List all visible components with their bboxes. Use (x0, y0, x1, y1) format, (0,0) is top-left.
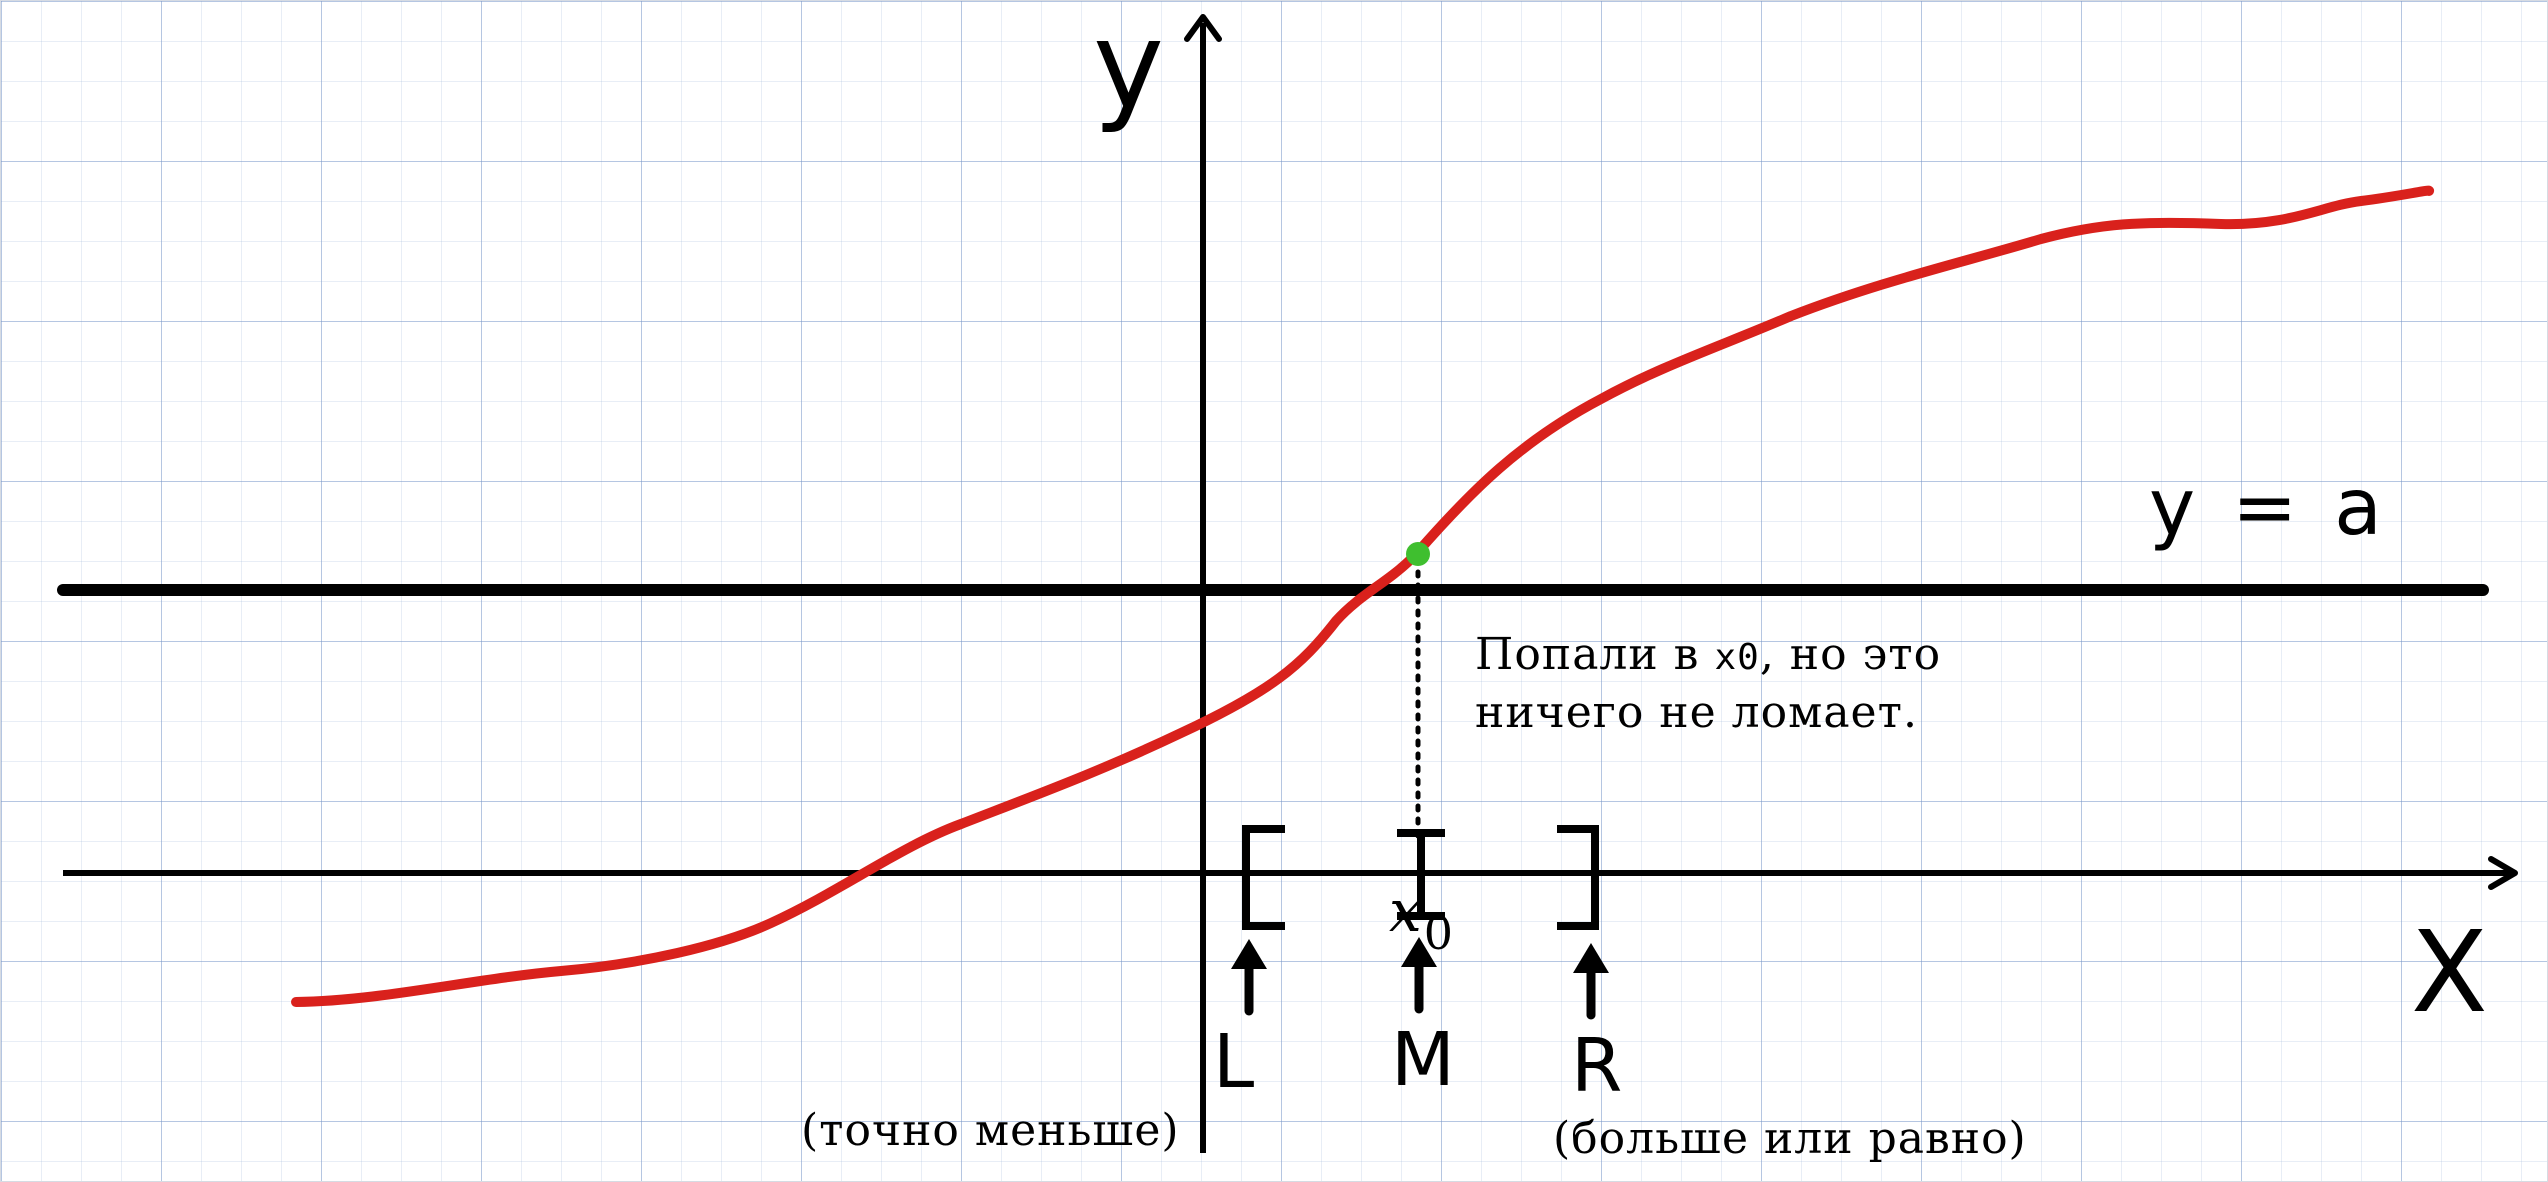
y-axis-arrowhead (1184, 14, 1222, 42)
point-label-main: x (1389, 877, 1422, 945)
intersection-point (1406, 542, 1430, 566)
pointer-label-right: R (1571, 1023, 1622, 1109)
left-bracket (1242, 825, 1285, 930)
point-label: x0 (1389, 877, 1453, 960)
pointer-arrow-left (1231, 939, 1267, 1016)
pointer-label-middle: M (1391, 1017, 1455, 1103)
red-curve (291, 185, 2435, 1007)
note-line-2: ничего не ломает. (1475, 687, 1918, 738)
note-line-1-end: , но это (1760, 629, 1941, 680)
middle-bracket (1397, 829, 1445, 920)
pointer-label-left: L (1213, 1019, 1254, 1105)
pointer-arrow-right (1573, 943, 1609, 1020)
caption-right: (больше или равно) (1553, 1113, 2027, 1164)
right-bracket (1557, 825, 1599, 930)
x-axis-arrowhead (2488, 856, 2518, 890)
point-label-sub: 0 (1424, 906, 1453, 960)
caption-left: (точно меньше) (801, 1105, 1180, 1156)
note-line-1-start: Попали в (1475, 629, 1714, 680)
line-label: y = a (2149, 463, 2388, 553)
note-code: x0 (1714, 637, 1759, 678)
y-axis-label: y (1093, 1, 1164, 136)
note-line-1: Попали в x0, но это (1475, 629, 1941, 680)
pointer-arrow-middle (1401, 937, 1437, 1014)
x-axis-label: X (2411, 908, 2488, 1038)
